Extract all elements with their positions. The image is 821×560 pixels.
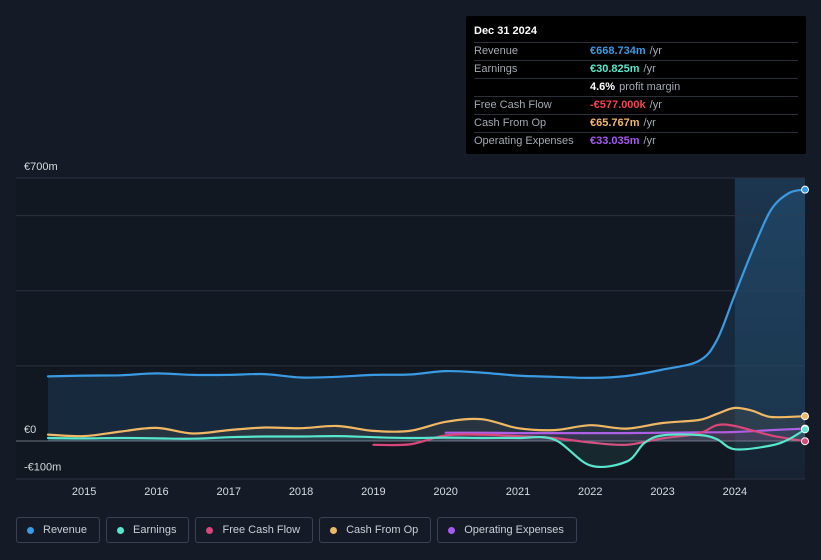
- tooltip-date: Dec 31 2024: [474, 25, 537, 37]
- legend-dot-icon: [448, 526, 456, 534]
- series-area-revenue: [48, 189, 805, 441]
- chart-legend: Revenue Earnings Free Cash Flow Cash From O…: [16, 517, 583, 545]
- x-tick-label: 2019: [361, 486, 385, 498]
- tooltip-row-value: -€577.000k: [590, 99, 646, 111]
- tooltip-row-suffix: /yr: [643, 63, 656, 75]
- series-line-earnings: [46, 428, 807, 469]
- legend-label: Operating Expenses: [464, 524, 564, 536]
- tooltip-row-value: €30.825m: [590, 63, 640, 75]
- series-endpoint-revenue: [801, 185, 809, 194]
- x-tick-label: 2022: [578, 486, 602, 498]
- data-tooltip: Dec 31 2024 Revenue €668.734m/yr Earnings €…: [466, 16, 806, 154]
- series-line-free-cash-flow: [372, 423, 807, 447]
- legend-label: Cash From Op: [346, 524, 419, 536]
- x-tick-label: 2018: [289, 486, 313, 498]
- tooltip-row-suffix: profit margin: [619, 81, 681, 93]
- legend-label: Free Cash Flow: [222, 524, 301, 536]
- legend-dot-icon: [330, 526, 338, 534]
- tooltip-row: 4.6% profit margin: [474, 78, 798, 96]
- tooltip-row: Cash From Op €65.767m/yr: [474, 114, 798, 132]
- x-tick-label: 2024: [723, 486, 747, 498]
- tooltip-row-label: Free Cash Flow: [474, 99, 552, 111]
- x-tick-label: 2015: [72, 486, 96, 498]
- y-tick-label: €700m: [24, 161, 58, 173]
- legend-label: Revenue: [43, 524, 88, 536]
- tooltip-row: Earnings €30.825m/yr: [474, 60, 798, 78]
- x-tick-label: 2017: [217, 486, 241, 498]
- series-area-free-cash-flow: [373, 424, 805, 446]
- tooltip-row-value: €65.767m: [590, 117, 640, 129]
- series-endpoint-cash-from-op: [801, 412, 809, 421]
- tooltip-row: Operating Expenses €33.035m/yr: [474, 132, 798, 150]
- legend-label: Earnings: [133, 524, 177, 536]
- tooltip-row-suffix: /yr: [649, 99, 662, 111]
- tooltip-row-suffix: /yr: [643, 135, 656, 147]
- tooltip-row-label: Cash From Op: [474, 117, 547, 129]
- tooltip-row-value: 4.6%: [590, 81, 616, 93]
- series-endpoint-free-cash-flow: [801, 437, 809, 446]
- series-area-cash-from-op: [48, 407, 805, 441]
- tooltip-row-label: Operating Expenses: [474, 135, 574, 147]
- tooltip-row-suffix: /yr: [643, 117, 656, 129]
- x-tick-label: 2023: [650, 486, 674, 498]
- tooltip-row-value: €33.035m: [590, 135, 640, 147]
- y-tick-label: -€100m: [24, 462, 61, 474]
- tooltip-row: Revenue €668.734m/yr: [474, 42, 798, 60]
- series-line-revenue: [46, 188, 807, 380]
- tooltip-row-label: Earnings: [474, 63, 518, 75]
- legend-item-operating-expenses[interactable]: Operating Expenses: [437, 517, 577, 543]
- legend-item-earnings[interactable]: Earnings: [106, 517, 190, 543]
- legend-item-free-cash-flow[interactable]: Free Cash Flow: [195, 517, 314, 543]
- tooltip-row: Free Cash Flow -€577.000k/yr: [474, 96, 798, 114]
- legend-dot-icon: [206, 526, 214, 534]
- series-line-cash-from-op: [46, 406, 807, 438]
- series-area-earnings: [48, 429, 805, 467]
- y-tick-label: €0: [24, 424, 36, 436]
- legend-dot-icon: [117, 526, 125, 534]
- tooltip-row-value: €668.734m: [590, 45, 646, 57]
- x-tick-label: 2021: [506, 486, 530, 498]
- legend-item-revenue[interactable]: Revenue: [16, 517, 101, 543]
- tooltip-row-label: Revenue: [474, 45, 519, 57]
- legend-dot-icon: [27, 526, 34, 534]
- legend-item-cash-from-op[interactable]: Cash From Op: [319, 517, 432, 543]
- tooltip-row-label: [474, 79, 590, 96]
- series-line-operating-expenses: [444, 427, 807, 435]
- x-tick-label: 2020: [433, 486, 457, 498]
- series-endpoint-earnings: [801, 425, 809, 434]
- x-tick-label: 2016: [144, 486, 168, 498]
- tooltip-row-suffix: /yr: [649, 45, 662, 57]
